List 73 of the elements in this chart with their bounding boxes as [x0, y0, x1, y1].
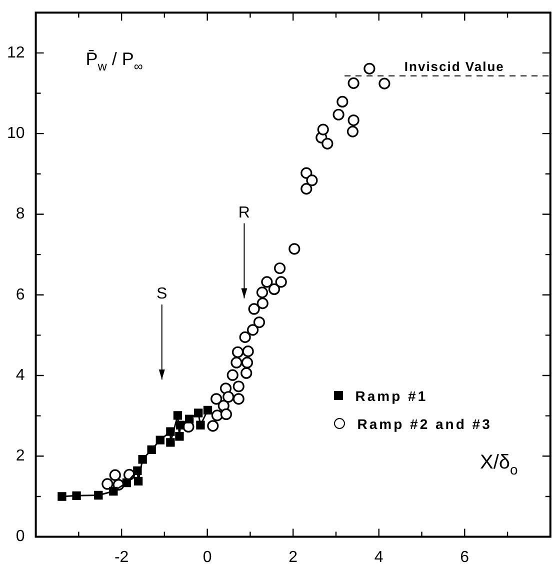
- point: [166, 427, 175, 436]
- point: [348, 114, 360, 126]
- annotation: R: [238, 204, 250, 222]
- point: [261, 276, 273, 288]
- point: [133, 466, 142, 476]
- point: [147, 445, 156, 454]
- point: [378, 78, 390, 90]
- point: [58, 492, 66, 501]
- point: [242, 346, 254, 358]
- point: [109, 486, 118, 496]
- point: [134, 476, 143, 486]
- y-tick-label: 10: [7, 124, 25, 142]
- point: [72, 491, 81, 500]
- annotation: S: [156, 286, 168, 303]
- x-tick-label: -2: [114, 548, 129, 566]
- point: [176, 420, 185, 430]
- point: [256, 286, 268, 298]
- point: [232, 380, 244, 392]
- point: [332, 108, 344, 120]
- point: [246, 324, 259, 336]
- point: [173, 411, 182, 420]
- point: [346, 126, 359, 138]
- y-tick-label: 0: [16, 528, 25, 546]
- y-tick-label: 2: [16, 448, 25, 465]
- point: [184, 414, 194, 424]
- point: [230, 356, 242, 368]
- point: [203, 406, 212, 415]
- y-tick-label: 12: [7, 44, 25, 62]
- point: [156, 436, 164, 444]
- point: [138, 455, 147, 464]
- y-tick-label: 8: [16, 206, 25, 223]
- x-tick-label: 2: [288, 548, 298, 566]
- x-tick-label: 4: [374, 548, 384, 566]
- point: [364, 62, 376, 74]
- point: [317, 124, 329, 136]
- point: [232, 393, 244, 405]
- point: [232, 346, 244, 358]
- point: [194, 408, 203, 418]
- point: [241, 356, 254, 368]
- x-tick-label: 6: [460, 548, 470, 566]
- legend-label: Ramp #1: [355, 388, 428, 404]
- point: [166, 438, 175, 447]
- ref-line-label: Inviscid Value: [404, 58, 504, 74]
- point: [239, 331, 251, 343]
- point: [275, 276, 287, 288]
- point: [122, 478, 132, 488]
- point: [256, 298, 268, 310]
- point: [196, 420, 205, 430]
- point: [94, 490, 103, 500]
- point: [300, 183, 312, 195]
- point: [336, 96, 348, 108]
- point: [268, 283, 280, 296]
- point: [248, 303, 260, 315]
- point: [102, 478, 114, 490]
- x-tick-label: 0: [202, 548, 212, 566]
- y-tick-label: 4: [16, 366, 25, 384]
- point: [348, 77, 360, 89]
- point: [207, 420, 219, 432]
- point: [109, 469, 121, 481]
- point: [240, 367, 252, 379]
- point: [222, 391, 234, 403]
- point: [300, 167, 312, 179]
- point: [288, 243, 300, 255]
- point: [210, 393, 222, 405]
- point: [226, 369, 238, 381]
- point: [322, 138, 334, 150]
- legend-label: Ramp #2 and #3: [357, 416, 492, 432]
- point: [175, 432, 184, 441]
- point: [274, 262, 286, 274]
- point: [306, 174, 318, 186]
- y-tick-label: 6: [16, 286, 25, 304]
- point: [253, 316, 266, 328]
- point: [220, 408, 232, 420]
